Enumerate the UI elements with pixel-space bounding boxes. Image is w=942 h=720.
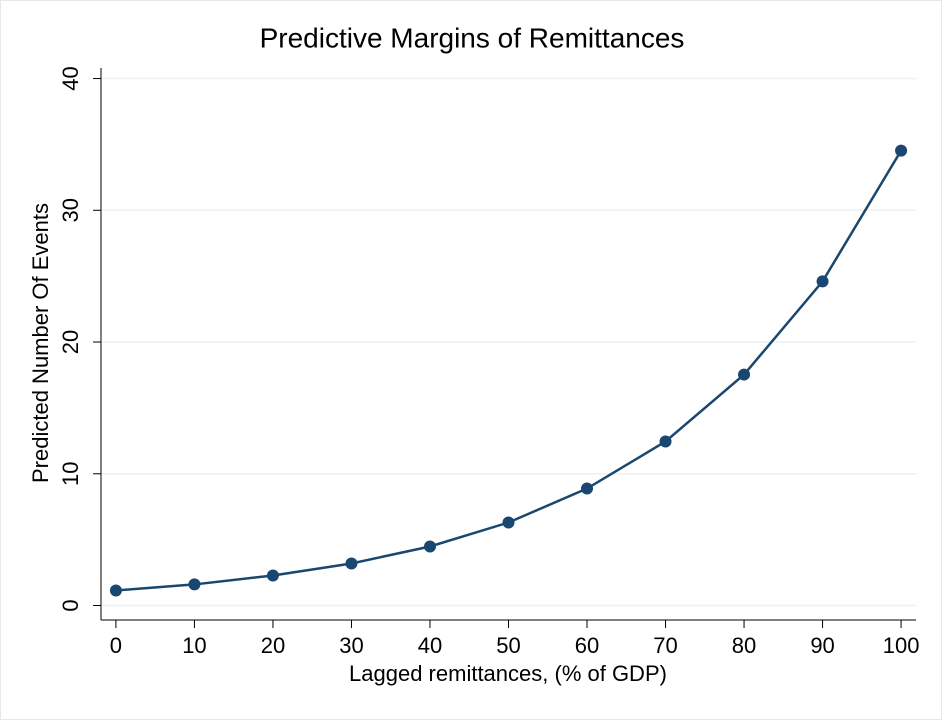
x-tick-label: 10 bbox=[182, 633, 206, 658]
y-tick-label: 30 bbox=[58, 198, 83, 222]
x-axis-label: Lagged remittances, (% of GDP) bbox=[349, 661, 667, 686]
y-tick-label: 10 bbox=[58, 462, 83, 486]
point bbox=[581, 482, 594, 495]
point bbox=[816, 275, 829, 288]
x-tick-label: 100 bbox=[883, 633, 920, 658]
point bbox=[502, 516, 515, 529]
y-tick-label: 40 bbox=[58, 66, 83, 90]
point bbox=[345, 557, 358, 570]
y-axis-label: Predicted Number Of Events bbox=[28, 203, 53, 483]
point bbox=[659, 435, 672, 448]
chart-title: Predictive Margins of Remittances bbox=[260, 22, 685, 53]
x-tick-label: 20 bbox=[261, 633, 285, 658]
point bbox=[109, 584, 122, 597]
x-tick-label: 0 bbox=[110, 633, 122, 658]
x-tick-label: 30 bbox=[339, 633, 363, 658]
x-tick-label: 70 bbox=[653, 633, 677, 658]
x-tick-label: 60 bbox=[575, 633, 599, 658]
point bbox=[266, 569, 279, 582]
x-tick-label: 50 bbox=[496, 633, 520, 658]
y-tick-label: 20 bbox=[58, 330, 83, 354]
point bbox=[423, 540, 436, 553]
x-tick-label: 40 bbox=[418, 633, 442, 658]
point bbox=[895, 144, 908, 157]
point bbox=[738, 368, 751, 381]
x-tick-label: 90 bbox=[810, 633, 834, 658]
x-tick-label: 80 bbox=[732, 633, 756, 658]
y-tick-label: 0 bbox=[58, 599, 83, 611]
point bbox=[188, 578, 201, 591]
